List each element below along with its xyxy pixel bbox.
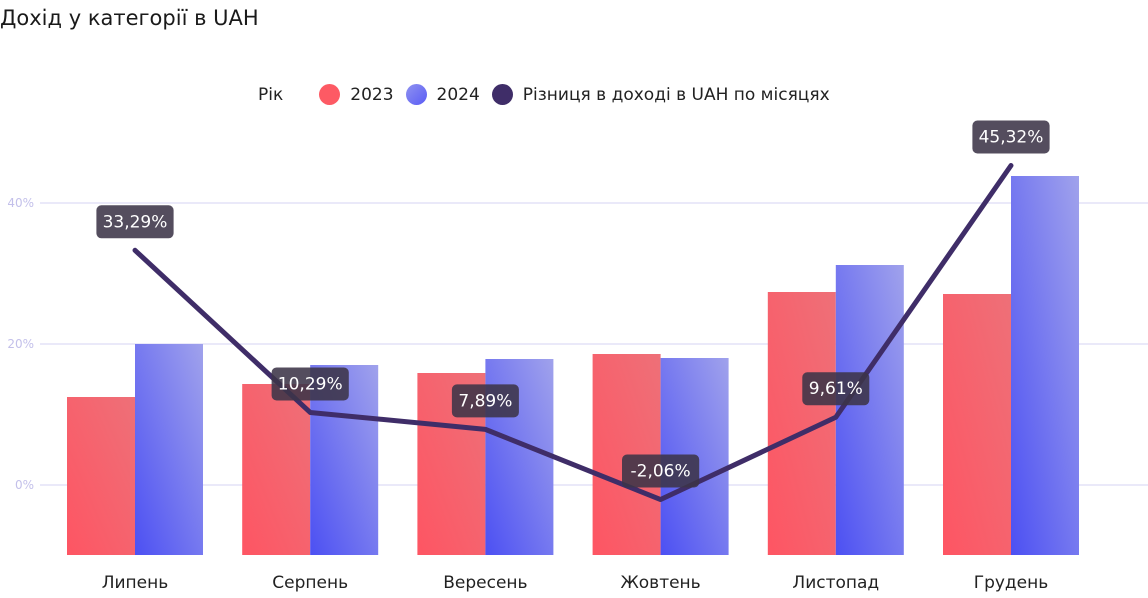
data-label-bg bbox=[972, 120, 1050, 154]
legend-title: Рік bbox=[258, 84, 284, 105]
legend-label: 2023 bbox=[350, 84, 394, 105]
bar-2024 bbox=[1011, 176, 1079, 555]
x-tick-label: Вересень bbox=[443, 573, 527, 593]
legend-item-2023[interactable]: 2023 bbox=[319, 84, 394, 105]
data-label: 45,32% bbox=[979, 127, 1044, 147]
data-label-bg bbox=[271, 367, 349, 401]
bar-2024 bbox=[135, 344, 203, 555]
x-tick-label: Грудень bbox=[974, 573, 1049, 593]
legend-item-2024[interactable]: 2024 bbox=[405, 84, 480, 105]
legend-item-diff[interactable]: Різниця в доході в UAH по місяцях bbox=[491, 84, 830, 105]
data-label: 7,89% bbox=[458, 391, 512, 411]
data-label-bg bbox=[802, 372, 870, 406]
bar-2023 bbox=[943, 294, 1011, 555]
legend-dot-diff bbox=[491, 84, 513, 105]
y-tick-label: 0% bbox=[15, 478, 34, 492]
data-label: 10,29% bbox=[278, 374, 343, 394]
y-tick-label: 20% bbox=[7, 337, 34, 351]
y-tick-label: 40% bbox=[7, 196, 34, 210]
bar-2024 bbox=[835, 265, 904, 555]
data-label: 33,29% bbox=[103, 212, 168, 232]
data-label-bg bbox=[622, 454, 700, 488]
bar-2023 bbox=[242, 384, 311, 555]
legend-dot-2023 bbox=[319, 84, 341, 105]
chart-title: Дохід у категорії в UAH bbox=[0, 6, 259, 30]
x-tick-label: Липень bbox=[102, 573, 169, 593]
x-tick-label: Серпень bbox=[272, 573, 348, 593]
x-tick-label: Жовтень bbox=[620, 573, 700, 593]
data-label: -2,06% bbox=[631, 462, 691, 482]
data-label-bg bbox=[96, 205, 174, 239]
legend-label: 2024 bbox=[436, 84, 480, 105]
bar-2023 bbox=[67, 397, 135, 555]
bar-2023 bbox=[592, 354, 661, 555]
data-label: 9,61% bbox=[809, 379, 863, 399]
x-tick-label: Листопад bbox=[792, 573, 879, 593]
data-label-bg bbox=[451, 384, 519, 418]
legend-label: Різниця в доході в UAH по місяцях bbox=[522, 84, 830, 105]
legend: Рік 2023 2024 Різниця в доході в UAH по … bbox=[258, 84, 842, 105]
legend-dot-2024 bbox=[405, 84, 427, 105]
